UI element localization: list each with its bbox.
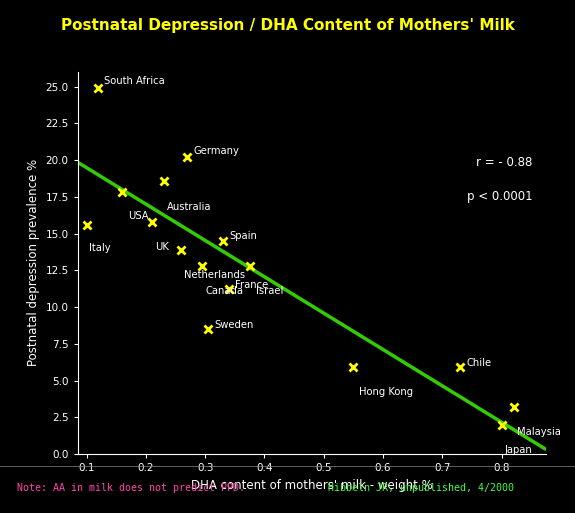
Text: Japan: Japan <box>505 445 532 455</box>
Text: Australia: Australia <box>167 202 211 212</box>
Text: Malaysia: Malaysia <box>516 427 561 437</box>
Text: Hibbeln JR, unpublished, 4/2000: Hibbeln JR, unpublished, 4/2000 <box>328 483 513 494</box>
Text: r = - 0.88: r = - 0.88 <box>476 156 532 169</box>
Text: South Africa: South Africa <box>104 75 165 86</box>
Text: Note: AA in milk does not predict PPD.: Note: AA in milk does not predict PPD. <box>17 483 246 494</box>
Text: UK: UK <box>155 242 168 252</box>
Text: Postnatal Depression / DHA Content of Mothers' Milk: Postnatal Depression / DHA Content of Mo… <box>60 18 515 33</box>
X-axis label: DHA content of mothers' milk - weight %: DHA content of mothers' milk - weight % <box>191 479 433 491</box>
Text: Italy: Italy <box>90 243 111 253</box>
Text: Hong Kong: Hong Kong <box>359 387 413 397</box>
Text: Netherlands: Netherlands <box>185 270 246 280</box>
Text: Chile: Chile <box>466 358 491 368</box>
Text: Spain: Spain <box>229 231 257 242</box>
Text: Sweden: Sweden <box>214 320 254 330</box>
Text: Germany: Germany <box>193 146 239 156</box>
Text: USA: USA <box>128 211 149 221</box>
Text: Canada: Canada <box>205 286 243 296</box>
Text: Israel: Israel <box>255 286 283 296</box>
Text: France: France <box>235 280 268 290</box>
Text: p < 0.0001: p < 0.0001 <box>466 190 532 203</box>
Y-axis label: Postnatal depression prevalence %: Postnatal depression prevalence % <box>27 160 40 366</box>
